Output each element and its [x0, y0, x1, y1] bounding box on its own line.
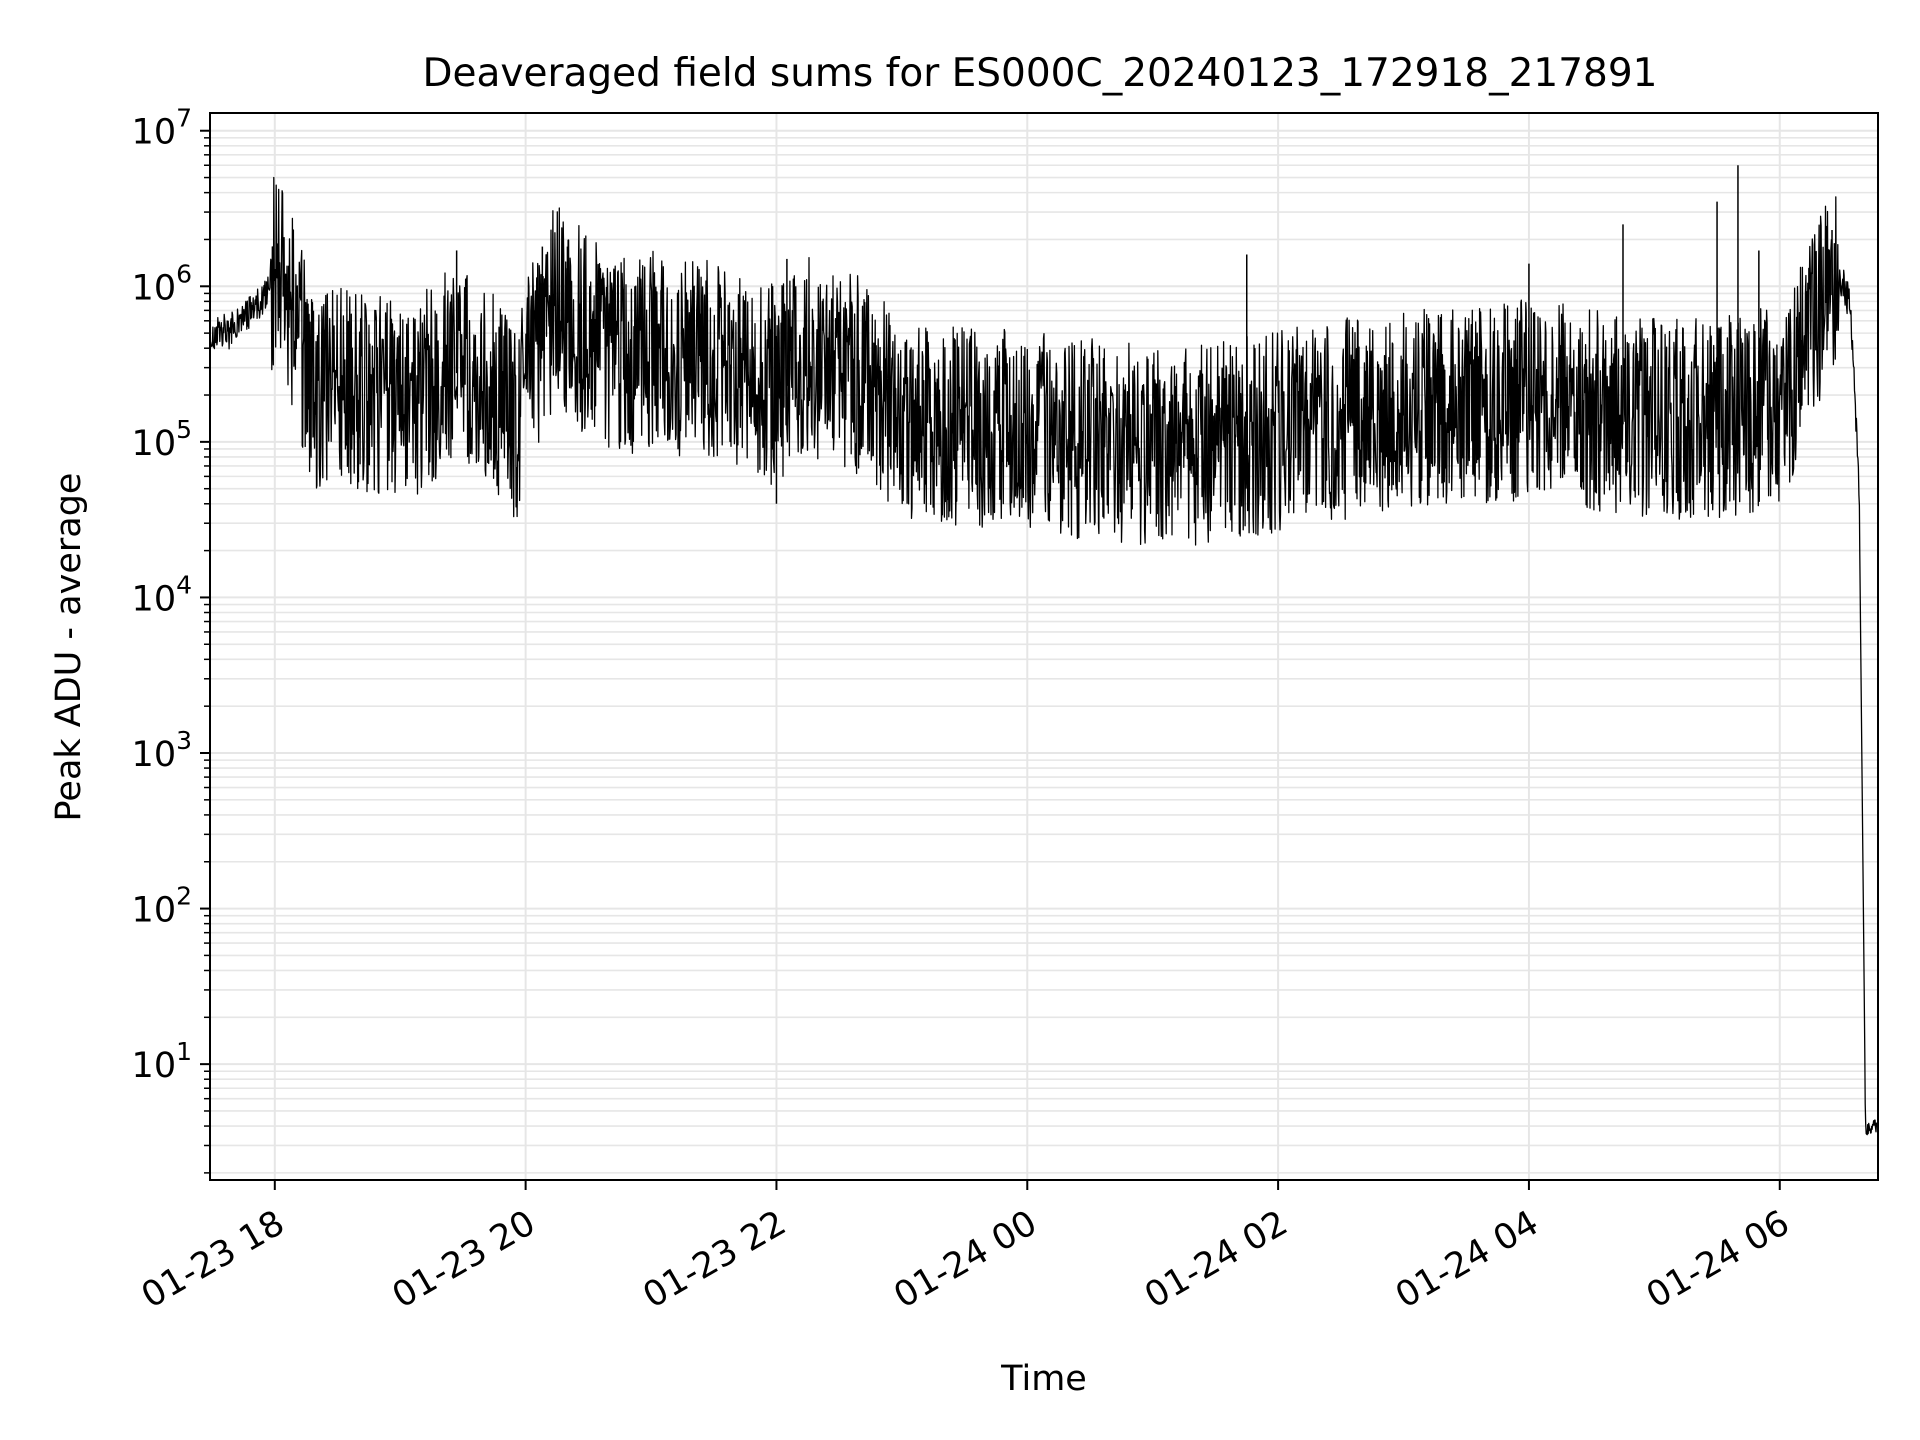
y-tick-label-exponent: 2: [176, 882, 192, 911]
y-tick-label-base: 10: [132, 424, 177, 464]
y-tick-label: 105: [132, 415, 192, 464]
y-tick-label: 106: [132, 259, 192, 308]
y-tick-label-exponent: 6: [176, 259, 192, 288]
y-tick-label-base: 10: [132, 735, 177, 775]
series-line: [209, 176, 1879, 1136]
y-tick-label-exponent: 3: [176, 726, 192, 755]
y-tick-label-base: 10: [132, 1046, 177, 1086]
y-tick-label-base: 10: [132, 579, 177, 619]
y-tick-label-exponent: 1: [176, 1037, 192, 1066]
data-series: [209, 165, 1879, 1136]
y-tick-label-exponent: 4: [176, 570, 192, 599]
y-tick-label-base: 10: [132, 891, 177, 931]
y-tick-label: 101: [132, 1037, 192, 1086]
y-tick-label: 102: [132, 882, 192, 931]
y-tick-label: 103: [132, 726, 192, 775]
plot-area-frame: [209, 112, 1879, 1181]
y-tick-label-exponent: 7: [176, 104, 192, 133]
y-tick-label-base: 10: [132, 113, 177, 153]
y-tick-label-exponent: 5: [176, 415, 192, 444]
y-tick-label: 107: [132, 104, 192, 153]
y-tick-label-base: 10: [132, 268, 177, 308]
y-tick-label: 104: [132, 570, 192, 619]
chart-title: Deaveraged field sums for ES000C_2024012…: [423, 51, 1658, 96]
x-axis-label: Time: [1000, 1359, 1087, 1399]
y-axis-label: Peak ADU - average: [49, 473, 89, 822]
